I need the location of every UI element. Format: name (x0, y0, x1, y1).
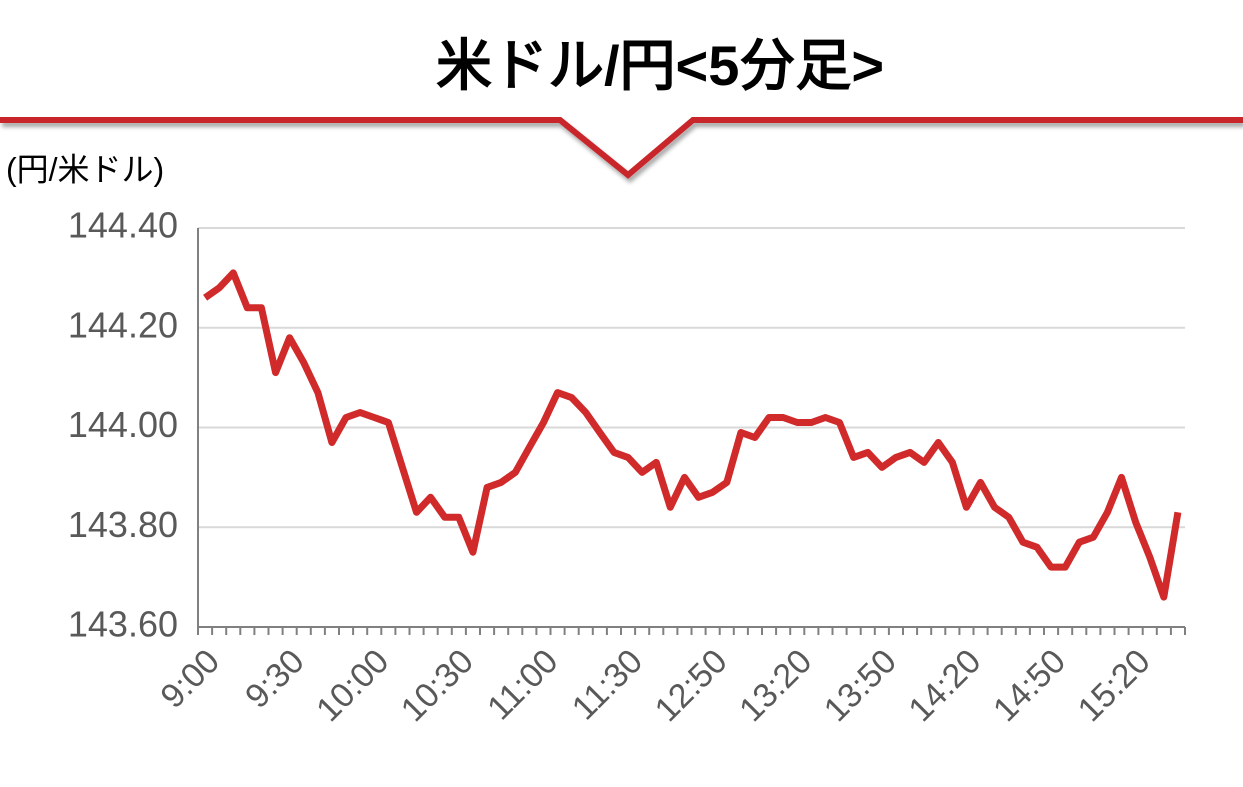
x-tick-label: 11:30 (565, 642, 650, 727)
header-line (0, 117, 1243, 179)
x-tick-label: 13:50 (817, 642, 904, 729)
y-tick-label: 144.40 (68, 205, 178, 246)
chart-title: 米ドル/円<5分足> (436, 34, 884, 97)
x-tick-label: 10:00 (309, 642, 396, 729)
y-tick-label: 143.80 (68, 504, 178, 545)
x-tick-label: 12:50 (648, 642, 735, 729)
y-tick-label: 144.00 (68, 404, 178, 445)
y-tick-label: 144.20 (68, 304, 178, 345)
x-tick-label: 9:30 (238, 642, 312, 716)
x-tick-label: 10:30 (394, 642, 481, 729)
x-tick-label: 11:00 (480, 642, 565, 727)
x-tick-label: 13:20 (732, 642, 819, 729)
y-axis-label: (円/米ドル) (6, 151, 164, 187)
x-tick-label: 14:20 (901, 642, 988, 729)
x-tick-label: 9:00 (153, 642, 227, 716)
y-tick-label: 143.60 (68, 604, 178, 645)
x-tick-label: 15:20 (1071, 642, 1158, 729)
line-series (203, 269, 1182, 601)
x-tick-label: 14:50 (986, 642, 1073, 729)
